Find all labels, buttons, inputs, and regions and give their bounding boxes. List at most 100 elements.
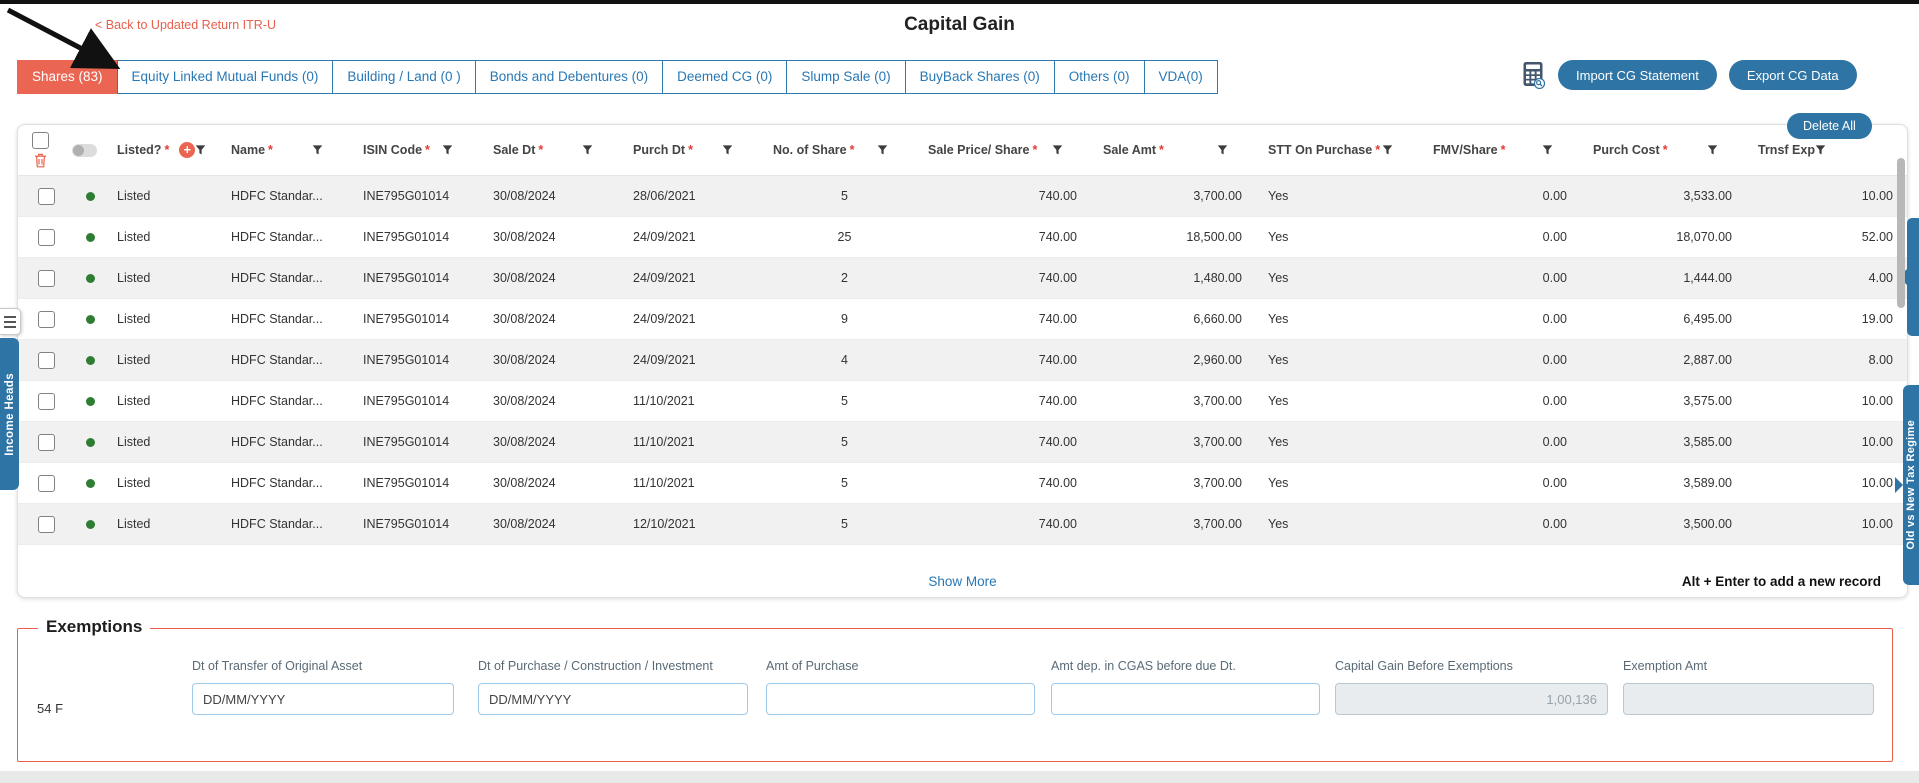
row-checkbox[interactable] [38,433,55,451]
row-checkbox[interactable] [38,269,55,287]
cell-sale_dt[interactable]: 30/08/2024 [493,230,556,244]
cell-purch_dt[interactable]: 24/09/2021 [633,230,696,244]
tab-slump-sale-0[interactable]: Slump Sale (0) [786,60,906,94]
filter-funnel-icon-isin[interactable] [442,144,453,156]
tab-building-land-0[interactable]: Building / Land (0 ) [332,60,476,94]
cell-stt[interactable]: Yes [1268,435,1289,449]
cell-fmv[interactable]: 0.00 [1542,435,1567,449]
filter-funnel-icon-sale_amt[interactable] [1217,144,1228,156]
amt-of-purchase-input[interactable] [766,683,1035,715]
cell-sale_amt[interactable]: 6,660.00 [1193,312,1242,326]
cell-stt[interactable]: Yes [1268,394,1289,408]
tab-equity-linked-mutual-funds-0[interactable]: Equity Linked Mutual Funds (0) [116,60,334,94]
cell-stt[interactable]: Yes [1268,230,1289,244]
cell-name[interactable]: HDFC Standar... [231,476,323,490]
cell-name[interactable]: HDFC Standar... [231,189,323,203]
cell-purch_cost[interactable]: 3,575.00 [1683,394,1732,408]
table-row[interactable]: Listed HDFC Standar... INE795G01014 30/08/2… [18,258,1907,299]
cell-stt[interactable]: Yes [1268,353,1289,367]
cell-isin[interactable]: INE795G01014 [363,517,450,531]
row-checkbox[interactable] [38,515,55,533]
filter-funnel-icon-sale_price[interactable] [1052,144,1063,156]
cell-sale_amt[interactable]: 18,500.00 [1186,230,1242,244]
table-row[interactable]: Listed HDFC Standar... INE795G01014 30/08/2… [18,217,1907,258]
import-cg-statement-button[interactable]: Import CG Statement [1558,60,1717,90]
cell-isin[interactable]: INE795G01014 [363,312,450,326]
tab-buyback-shares-0[interactable]: BuyBack Shares (0) [904,60,1055,94]
cell-isin[interactable]: INE795G01014 [363,353,450,367]
cell-purch_dt[interactable]: 11/10/2021 [633,394,695,408]
cell-shares[interactable]: 5 [841,435,848,449]
listed-toggle[interactable] [71,143,97,157]
cell-listed[interactable]: Listed [117,435,151,449]
cell-sale_dt[interactable]: 30/08/2024 [493,189,556,203]
filter-funnel-icon-listed[interactable] [195,144,206,156]
cell-listed[interactable]: Listed [117,394,151,408]
table-scrollbar[interactable] [1897,158,1905,308]
cell-purch_dt[interactable]: 24/09/2021 [633,312,696,326]
cell-sale_amt[interactable]: 3,700.00 [1193,189,1242,203]
table-row[interactable]: Listed HDFC Standar... INE795G01014 30/08/2… [18,463,1907,504]
filter-funnel-icon-shares[interactable] [877,144,888,156]
row-checkbox[interactable] [38,310,55,328]
cell-sale_amt[interactable]: 1,480.00 [1193,271,1242,285]
cell-fmv[interactable]: 0.00 [1542,312,1567,326]
cell-sale_price[interactable]: 740.00 [1038,476,1077,490]
cell-shares[interactable]: 5 [841,517,848,531]
cell-fmv[interactable]: 0.00 [1542,517,1567,531]
cell-sale_price[interactable]: 740.00 [1038,189,1077,203]
delete-selected-trash-icon[interactable] [34,153,47,168]
cell-purch_cost[interactable]: 3,585.00 [1683,435,1732,449]
cell-shares[interactable]: 5 [841,394,848,408]
cell-purch_cost[interactable]: 2,887.00 [1683,353,1732,367]
cell-purch_dt[interactable]: 11/10/2021 [633,476,695,490]
filter-funnel-icon-fmv[interactable] [1542,144,1553,156]
cell-fmv[interactable]: 0.00 [1542,394,1567,408]
tab-others-0[interactable]: Others (0) [1053,60,1145,94]
cell-sale_dt[interactable]: 30/08/2024 [493,394,556,408]
row-checkbox[interactable] [38,228,55,246]
cell-sale_price[interactable]: 740.00 [1038,271,1077,285]
cell-sale_dt[interactable]: 30/08/2024 [493,476,556,490]
cell-sale_price[interactable]: 740.00 [1038,435,1077,449]
cell-name[interactable]: HDFC Standar... [231,271,323,285]
cell-name[interactable]: HDFC Standar... [231,435,323,449]
tab-shares-83[interactable]: Shares (83) [17,60,118,94]
cell-trnsf_exp[interactable]: 10.00 [1861,435,1893,449]
cell-stt[interactable]: Yes [1268,271,1289,285]
cell-listed[interactable]: Listed [117,476,151,490]
table-row[interactable]: Listed HDFC Standar... INE795G01014 30/08/2… [18,422,1907,463]
amt-dep-in-cgas-before-due-dt-input[interactable] [1051,683,1320,715]
cell-purch_cost[interactable]: 3,500.00 [1683,517,1732,531]
table-row[interactable]: Listed HDFC Standar... INE795G01014 30/08/2… [18,176,1907,217]
cell-sale_dt[interactable]: 30/08/2024 [493,517,556,531]
cell-listed[interactable]: Listed [117,312,151,326]
tab-deemed-cg-0[interactable]: Deemed CG (0) [662,60,788,94]
filter-funnel-icon-purch_dt[interactable] [722,144,733,156]
cell-listed[interactable]: Listed [117,353,151,367]
cell-purch_dt[interactable]: 12/10/2021 [633,517,696,531]
filter-funnel-icon-trnsf_exp[interactable] [1815,144,1826,156]
cell-name[interactable]: HDFC Standar... [231,230,323,244]
cell-purch_dt[interactable]: 28/06/2021 [633,189,696,203]
row-checkbox[interactable] [38,187,55,205]
dt-of-transfer-of-original-asset-input[interactable] [192,683,454,715]
cell-trnsf_exp[interactable]: 10.00 [1861,517,1893,531]
back-link[interactable]: < Back to Updated Return ITR-U [95,18,276,32]
cell-sale_amt[interactable]: 3,700.00 [1193,394,1242,408]
cell-sale_price[interactable]: 740.00 [1038,230,1077,244]
row-checkbox[interactable] [38,474,55,492]
cell-trnsf_exp[interactable]: 10.00 [1861,189,1893,203]
cell-isin[interactable]: INE795G01014 [363,394,450,408]
cell-shares[interactable]: 5 [841,476,848,490]
cell-sale_price[interactable]: 740.00 [1038,517,1077,531]
cell-stt[interactable]: Yes [1268,189,1289,203]
income-heads-side-tab[interactable]: Income Heads [0,338,19,490]
cell-sale_amt[interactable]: 3,700.00 [1193,476,1242,490]
cell-shares[interactable]: 25 [837,230,852,244]
cell-purch_cost[interactable]: 3,589.00 [1683,476,1732,490]
row-checkbox[interactable] [38,392,55,410]
cell-sale_price[interactable]: 740.00 [1038,312,1077,326]
delete-all-button[interactable]: Delete All [1787,113,1872,139]
cell-sale_amt[interactable]: 3,700.00 [1193,517,1242,531]
